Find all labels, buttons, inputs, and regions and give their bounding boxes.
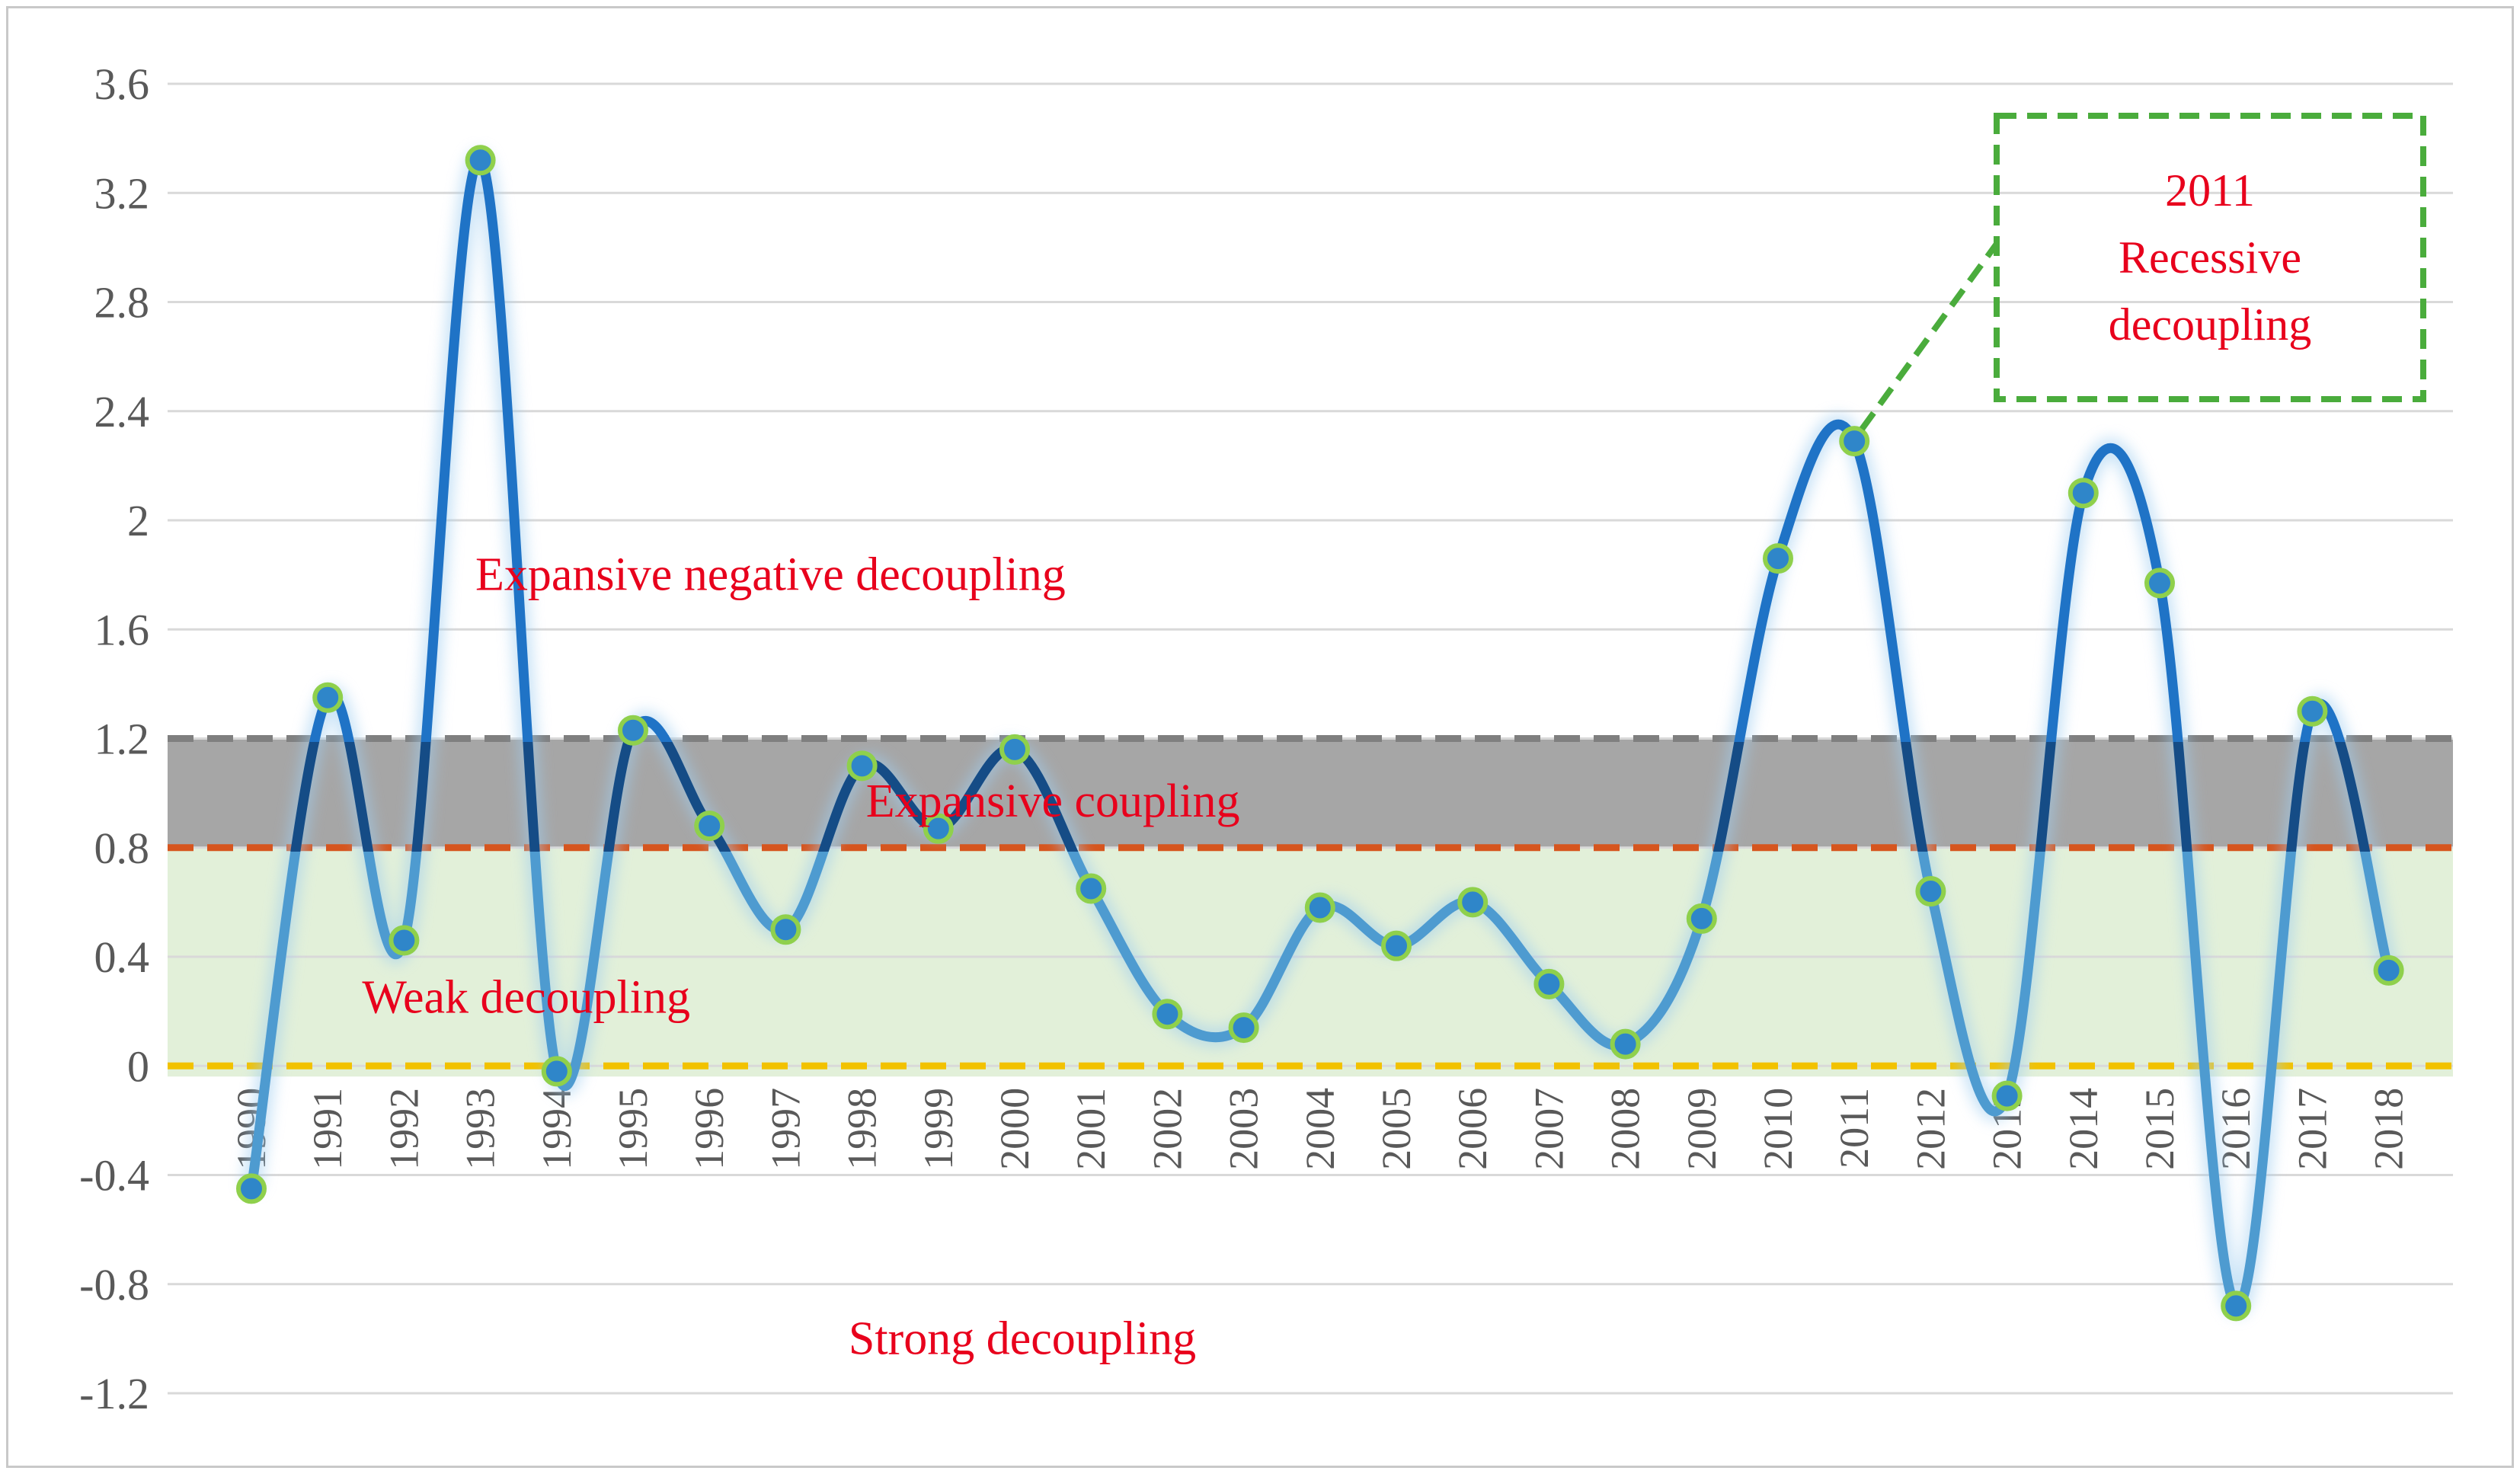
zone-label: Weak decoupling <box>362 972 690 1024</box>
y-tick-label: 0.4 <box>94 932 150 982</box>
data-point <box>1839 426 1870 457</box>
callout-text-line: 2011 <box>2165 165 2255 216</box>
callout-box <box>1994 113 2426 402</box>
callout-leader-line <box>1859 241 2000 431</box>
zone-label: Strong decoupling <box>849 1313 1196 1364</box>
data-point <box>2297 695 2328 727</box>
data-point <box>1686 903 1717 934</box>
data-point <box>846 750 878 782</box>
data-point <box>2144 568 2175 599</box>
x-tick-label: 2002 <box>1144 1088 1190 1170</box>
data-point <box>1991 1080 2023 1111</box>
x-tick-label: 2006 <box>1450 1088 1495 1170</box>
x-tick-label: 2010 <box>1755 1088 1801 1170</box>
x-tick-label: 1993 <box>458 1088 504 1170</box>
x-tick-label: 2014 <box>2061 1088 2106 1170</box>
y-tick-label: 1.2 <box>94 715 150 764</box>
x-tick-label: 1999 <box>916 1088 961 1170</box>
x-tick-label: 1997 <box>763 1088 808 1170</box>
data-point <box>618 715 648 746</box>
y-tick-label: 2.8 <box>94 278 150 328</box>
x-tick-label: 1996 <box>686 1088 732 1170</box>
y-tick-label: 0 <box>127 1041 149 1091</box>
x-tick-label: 2003 <box>1221 1088 1267 1170</box>
x-tick-label: 2000 <box>992 1088 1038 1170</box>
x-tick-label: 2005 <box>1374 1088 1419 1170</box>
zone-bands <box>168 738 2453 1077</box>
x-tick-label: 2007 <box>1526 1088 1572 1170</box>
y-tick-label: 0.8 <box>94 823 150 873</box>
y-tick-label: 1.6 <box>94 605 150 654</box>
x-tick-label: 2001 <box>1068 1088 1114 1170</box>
data-point <box>2221 1290 2252 1322</box>
data-point <box>1610 1028 1641 1060</box>
x-tick-label: 1994 <box>534 1088 580 1170</box>
data-point <box>236 1173 267 1204</box>
x-tick-label: 2017 <box>2289 1088 2335 1170</box>
callout-text-line: Recessive <box>2119 232 2301 283</box>
x-tick-label: 2018 <box>2366 1088 2412 1170</box>
data-point <box>923 813 954 844</box>
x-tick-label: 2004 <box>1297 1088 1343 1170</box>
callout-text-line: decoupling <box>2109 299 2312 350</box>
zone-band-1 <box>168 847 2453 1077</box>
y-axis-ticks: -1.2 -0.8 -0.4 0 0.4 0.8 1.2 1.6 2 2.4 2.8 3.2 3.6 <box>79 59 149 1418</box>
y-tick-label: 3.6 <box>94 59 150 109</box>
data-point <box>1152 999 1183 1030</box>
x-axis-ticks: 1990 1991 1992 1993 1994 1995 1996 1997 1998 1999… <box>229 1088 2412 1170</box>
x-tick-label: 2012 <box>1908 1088 1953 1170</box>
callout: 2011 Recessive decoupling <box>1859 113 2426 431</box>
x-tick-label: 2015 <box>2137 1088 2183 1170</box>
data-point <box>2373 954 2404 986</box>
data-point <box>1457 887 1489 918</box>
data-points <box>236 145 2404 1322</box>
zone-labels: Expansive negative decoupling Expansive c… <box>362 549 1239 1365</box>
data-point <box>465 145 496 176</box>
zone-label: Expansive negative decoupling <box>475 549 1066 601</box>
y-tick-label: -0.4 <box>79 1151 149 1201</box>
data-point <box>1228 1012 1259 1044</box>
data-point <box>694 811 725 842</box>
data-point <box>1381 930 1412 961</box>
y-tick-label: -1.2 <box>79 1369 149 1418</box>
data-point <box>2067 478 2099 509</box>
data-point <box>1076 873 1107 904</box>
x-tick-label: 1991 <box>305 1088 350 1170</box>
data-point <box>999 734 1030 765</box>
y-tick-label: -0.8 <box>79 1260 149 1309</box>
y-tick-label: 2.4 <box>94 387 150 436</box>
data-point <box>312 682 344 713</box>
data-point <box>541 1056 572 1087</box>
x-tick-label: 2009 <box>1679 1088 1725 1170</box>
data-point <box>770 914 801 945</box>
y-tick-label: 2 <box>127 496 149 545</box>
zone-label: Expansive coupling <box>866 775 1240 827</box>
data-point <box>389 925 420 956</box>
x-tick-label: 2008 <box>1603 1088 1649 1170</box>
data-point <box>1533 968 1565 999</box>
x-tick-label: 1995 <box>610 1088 656 1170</box>
x-tick-label: 2011 <box>1831 1088 1877 1169</box>
x-tick-label: 1992 <box>381 1088 427 1170</box>
y-tick-label: 3.2 <box>94 168 150 218</box>
x-tick-label: 1998 <box>839 1088 885 1170</box>
data-point <box>1304 892 1335 923</box>
series-line-high <box>309 155 2346 742</box>
data-point <box>1915 876 1946 907</box>
zone-band-0 <box>168 738 2453 848</box>
data-point <box>1763 543 1793 574</box>
